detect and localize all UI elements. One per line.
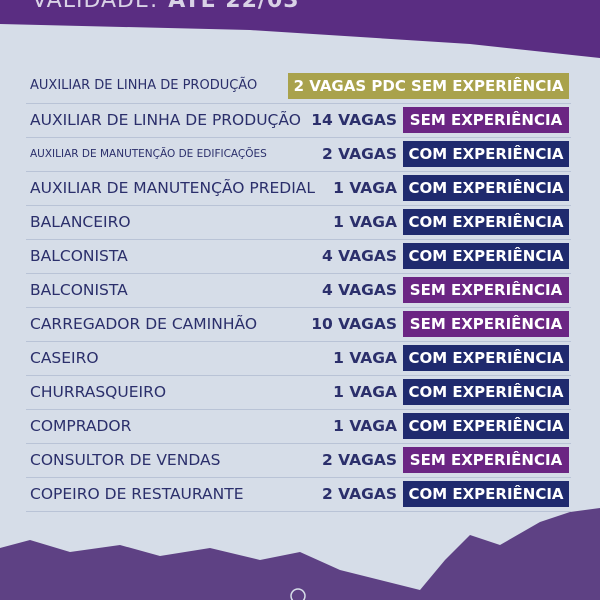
- job-title: AUXILIAR DE MANUTENÇÃO DE EDIFICAÇÕES: [30, 148, 267, 160]
- job-row: AUXILIAR DE LINHA DE PRODUÇÃO 14 VAGAS SEM…: [26, 103, 571, 138]
- job-title: CONSULTOR DE VENDAS: [30, 451, 221, 469]
- experience-badge: 2 VAGAS PDC SEM EXPERIÊNCIA: [288, 73, 569, 99]
- experience-badge: COM EXPERIÊNCIA: [403, 413, 569, 439]
- job-row: AUXILIAR DE LINHA DE PRODUÇÃO 2 VAGAS PDC…: [26, 69, 571, 104]
- vacancy-count: 14 VAGAS: [311, 111, 397, 129]
- experience-badge: COM EXPERIÊNCIA: [403, 209, 569, 235]
- validity: VALIDADE: ATÉ 22/03: [32, 0, 300, 13]
- experience-badge: SEM EXPERIÊNCIA: [403, 311, 569, 337]
- vacancy-count: 4 VAGAS: [321, 281, 397, 299]
- experience-badge: SEM EXPERIÊNCIA: [403, 277, 569, 303]
- job-title: COMPRADOR: [30, 417, 132, 435]
- experience-badge: COM EXPERIÊNCIA: [403, 481, 569, 507]
- experience-badge: COM EXPERIÊNCIA: [403, 243, 569, 269]
- job-row: AUXILIAR DE MANUTENÇÃO PREDIAL 1 VAGA COM …: [26, 171, 571, 206]
- experience-badge: COM EXPERIÊNCIA: [403, 141, 569, 167]
- vacancy-count: 1 VAGA: [333, 417, 397, 435]
- job-row: CHURRASQUEIRO 1 VAGA COM EXPERIÊNCIA: [26, 375, 571, 410]
- job-row: CONSULTOR DE VENDAS 2 VAGAS SEM EXPERIÊNCI…: [26, 443, 571, 478]
- vacancy-count: 4 VAGAS: [321, 247, 397, 265]
- job-title: AUXILIAR DE LINHA DE PRODUÇÃO: [30, 111, 301, 129]
- mountains: [0, 508, 600, 600]
- job-title: CHURRASQUEIRO: [30, 383, 167, 401]
- vacancy-count: 2 VAGAS: [321, 145, 397, 163]
- job-row: BALCONISTA 4 VAGAS COM EXPERIÊNCIA: [26, 239, 571, 274]
- experience-badge: SEM EXPERIÊNCIA: [403, 447, 569, 473]
- experience-badge: COM EXPERIÊNCIA: [403, 175, 569, 201]
- validity-label: VALIDADE:: [32, 0, 159, 13]
- job-title: AUXILIAR DE LINHA DE PRODUÇÃO: [30, 78, 258, 93]
- job-title: BALANCEIRO: [30, 213, 131, 231]
- vacancy-count: 1 VAGA: [333, 179, 397, 197]
- experience-badge: SEM EXPERIÊNCIA: [403, 107, 569, 133]
- job-title: BALCONISTA: [30, 281, 128, 299]
- job-title: BALCONISTA: [30, 247, 128, 265]
- job-title: CASEIRO: [30, 349, 99, 367]
- job-row: CARREGADOR DE CAMINHÃO 10 VAGAS SEM EXPERI…: [26, 307, 571, 342]
- vacancy-count: 2 VAGAS: [321, 451, 397, 469]
- vacancy-count: 10 VAGAS: [311, 315, 397, 333]
- vacancy-count: 1 VAGA: [333, 213, 397, 231]
- job-title: AUXILIAR DE MANUTENÇÃO PREDIAL: [30, 179, 316, 197]
- job-title: COPEIRO DE RESTAURANTE: [30, 485, 244, 503]
- job-row: COPEIRO DE RESTAURANTE 2 VAGAS COM EXPERIÊ…: [26, 477, 571, 512]
- job-row: CASEIRO 1 VAGA COM EXPERIÊNCIA: [26, 341, 571, 376]
- validity-date: ATÉ 22/03: [168, 0, 300, 13]
- logo: [290, 588, 306, 600]
- job-row: BALANCEIRO 1 VAGA COM EXPERIÊNCIA: [26, 205, 571, 240]
- top-band: [0, 0, 600, 58]
- experience-badge: COM EXPERIÊNCIA: [403, 345, 569, 371]
- job-title: CARREGADOR DE CAMINHÃO: [30, 315, 258, 333]
- job-row: COMPRADOR 1 VAGA COM EXPERIÊNCIA: [26, 409, 571, 444]
- job-row: BALCONISTA 4 VAGAS SEM EXPERIÊNCIA: [26, 273, 571, 308]
- vacancy-count: 1 VAGA: [333, 383, 397, 401]
- vacancy-count: 2 VAGAS: [321, 485, 397, 503]
- job-row: AUXILIAR DE MANUTENÇÃO DE EDIFICAÇÕES 2 V…: [26, 137, 571, 172]
- vacancy-count: 1 VAGA: [333, 349, 397, 367]
- experience-badge: COM EXPERIÊNCIA: [403, 379, 569, 405]
